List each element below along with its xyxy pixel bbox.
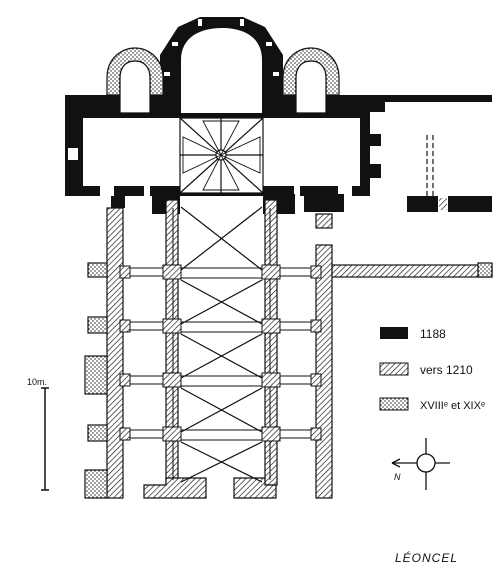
- scale-label: 10m.: [27, 377, 47, 387]
- nave-bays: [119, 206, 322, 483]
- side-apse-right: [282, 47, 340, 114]
- transept-wall: [65, 95, 385, 196]
- north-label: N: [394, 472, 401, 482]
- legend-label-xviii-xix: XVIIIᵉ et XIXᵉ: [420, 400, 485, 412]
- later-buttresses: [84, 262, 493, 499]
- legend-label-1188: 1188: [420, 327, 446, 341]
- plan-caption: LÉONCEL: [395, 550, 458, 565]
- nave-1210: [106, 199, 493, 499]
- chevet-1188: [65, 17, 492, 214]
- side-apse-left: [106, 47, 164, 114]
- north-arrow-icon: [391, 438, 450, 490]
- legend-label-vers-1210: vers 1210: [420, 363, 473, 377]
- legend-swatch-solid: [380, 327, 408, 339]
- crossing-vault: [179, 117, 264, 194]
- legend-swatch-hatch: [379, 362, 409, 376]
- central-apse: [160, 17, 283, 113]
- scale-bar: 10m.: [27, 377, 49, 491]
- legend-swatch-dots: [379, 397, 409, 411]
- legend: 1188 vers 1210 XVIIIᵉ et XIXᵉ: [379, 327, 485, 412]
